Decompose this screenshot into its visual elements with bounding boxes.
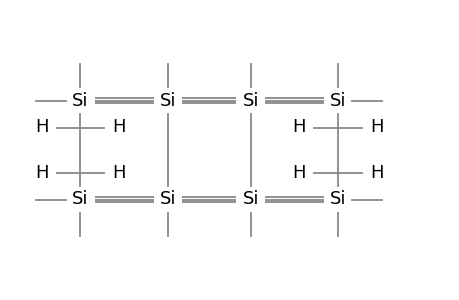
Text: H: H bbox=[112, 164, 126, 181]
Text: H: H bbox=[35, 164, 48, 181]
Text: H: H bbox=[292, 118, 305, 136]
Text: Si: Si bbox=[159, 92, 176, 110]
Text: Si: Si bbox=[242, 190, 258, 208]
Text: H: H bbox=[112, 118, 126, 136]
Text: H: H bbox=[369, 164, 383, 181]
Text: Si: Si bbox=[159, 190, 176, 208]
Text: Si: Si bbox=[329, 190, 346, 208]
Text: H: H bbox=[35, 118, 48, 136]
Text: H: H bbox=[292, 164, 305, 181]
Text: H: H bbox=[369, 118, 383, 136]
Text: Si: Si bbox=[72, 190, 89, 208]
Text: Si: Si bbox=[72, 92, 89, 110]
Text: Si: Si bbox=[242, 92, 258, 110]
Text: Si: Si bbox=[329, 92, 346, 110]
